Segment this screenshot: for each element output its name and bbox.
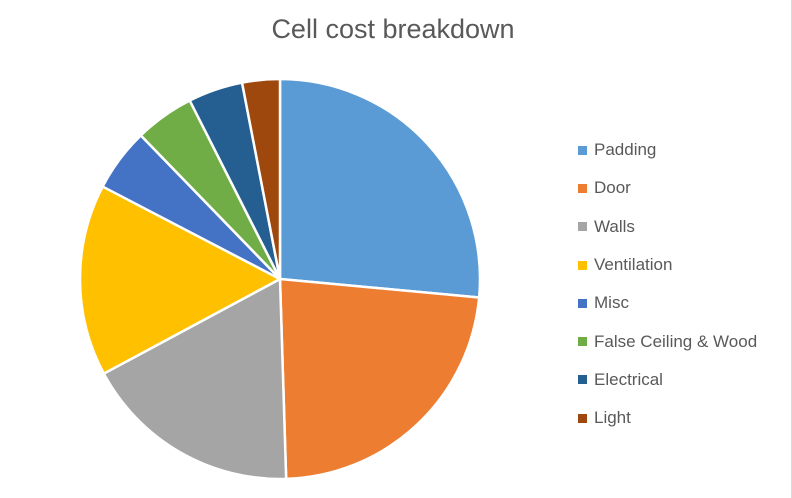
pie-slice-light bbox=[240, 77, 282, 281]
pie-slice-walls bbox=[102, 277, 288, 481]
legend-swatch bbox=[578, 337, 587, 347]
legend-label: Walls bbox=[594, 216, 635, 236]
legend-swatch bbox=[578, 183, 587, 193]
legend-swatch bbox=[578, 222, 587, 232]
pie-slice-door bbox=[278, 277, 481, 481]
legend-swatch bbox=[578, 375, 587, 385]
legend-label: Door bbox=[594, 178, 631, 198]
legend-label: Electrical bbox=[594, 369, 663, 389]
legend-label: Misc bbox=[594, 293, 629, 313]
legend-item-false-ceiling-wood: False Ceiling & Wood bbox=[578, 322, 788, 360]
legend-swatch bbox=[578, 413, 587, 423]
legend-item-ventilation: Ventilation bbox=[578, 246, 788, 284]
legend: Padding Door Walls Ventilation Misc False Cei… bbox=[578, 131, 788, 437]
legend-item-door: Door bbox=[578, 169, 788, 207]
legend-label: Light bbox=[594, 408, 631, 428]
legend-label: Ventilation bbox=[594, 255, 673, 275]
legend-item-walls: Walls bbox=[578, 208, 788, 246]
legend-item-electrical: Electrical bbox=[578, 361, 788, 399]
legend-item-padding: Padding bbox=[578, 131, 788, 169]
legend-item-light: Light bbox=[578, 399, 788, 437]
legend-swatch bbox=[578, 260, 587, 270]
legend-label: False Ceiling & Wood bbox=[594, 331, 758, 351]
legend-label: Padding bbox=[594, 140, 657, 160]
legend-swatch bbox=[578, 145, 587, 155]
pie-slice-padding bbox=[278, 77, 482, 299]
pie-slice-ventilation bbox=[78, 185, 282, 375]
chart-title: Cell cost breakdown bbox=[271, 14, 515, 44]
legend-item-misc: Misc bbox=[578, 284, 788, 322]
legend-swatch bbox=[578, 298, 587, 308]
